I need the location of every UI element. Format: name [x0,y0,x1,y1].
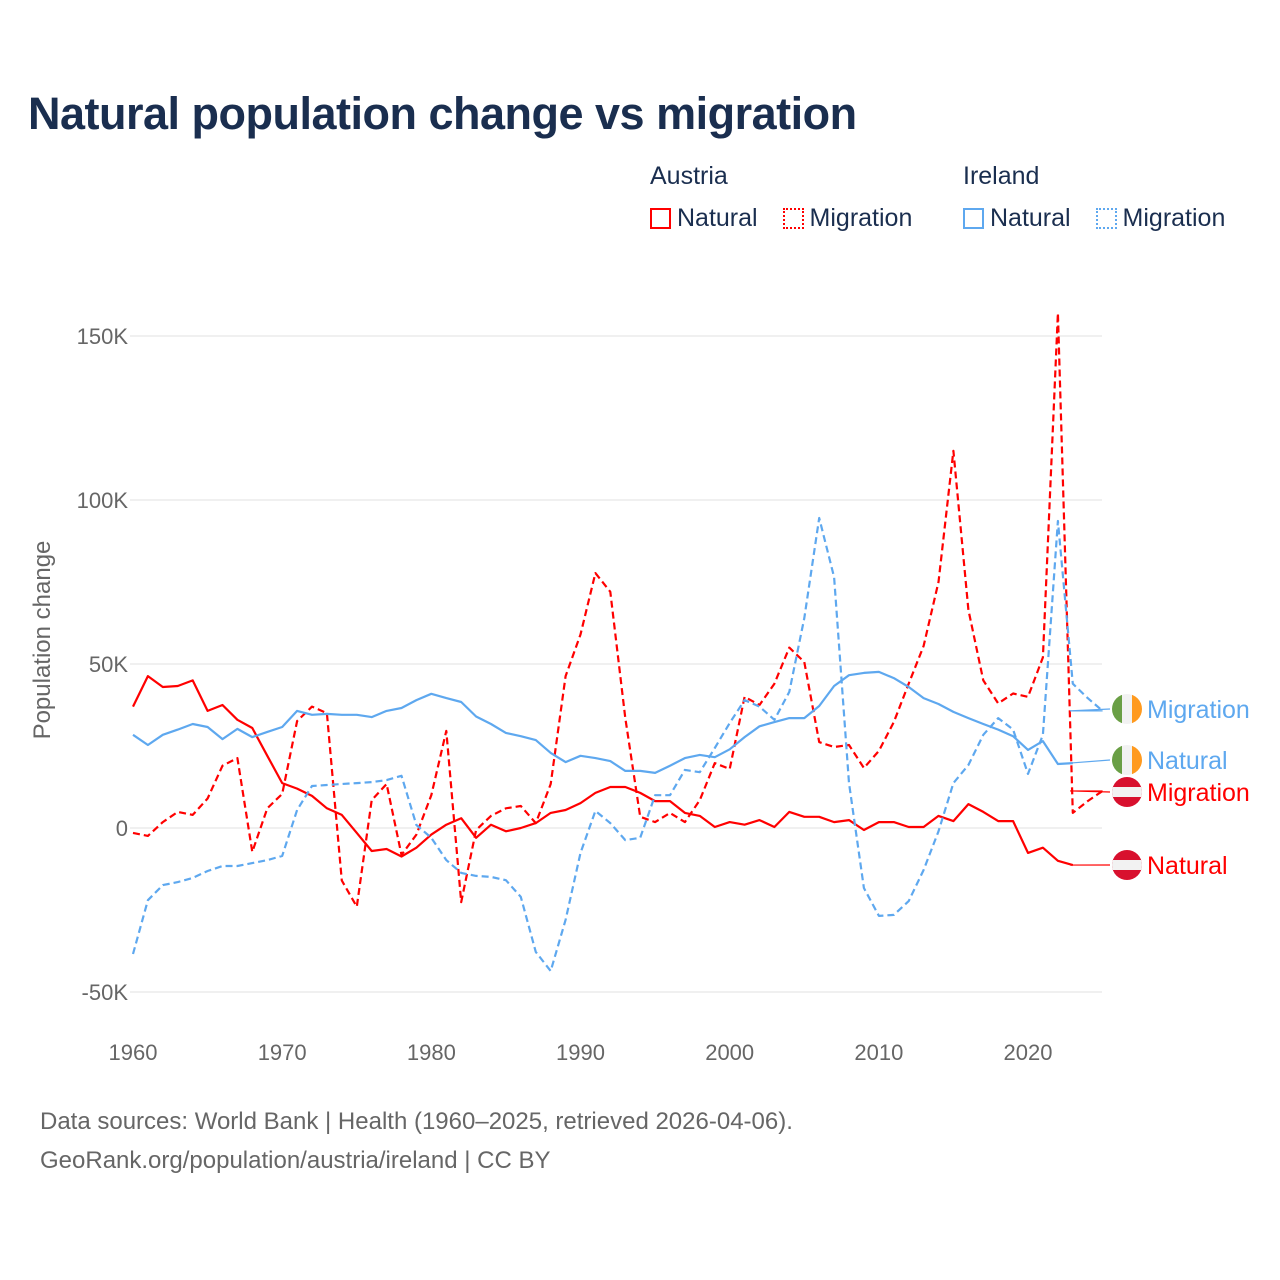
series-line-ireland-migration[interactable] [131,516,1104,973]
x-tick-label: 2020 [1004,1040,1053,1065]
dotted-swatch-icon [1095,208,1117,229]
end-label-connector [1069,759,1111,764]
x-tick-label: 1990 [556,1040,605,1065]
legend-label: Migration [809,204,913,232]
end-label-connector [1069,708,1111,712]
austria-flag-icon [1112,777,1142,807]
end-label: Migration [1147,696,1250,724]
austria-flag-icon [1112,850,1142,880]
y-tick-label: 50K [89,652,128,677]
y-tick-label: 0 [116,816,128,841]
x-tick-label: 1970 [258,1040,307,1065]
x-tick-label: 2010 [854,1040,903,1065]
series-line-austria-migration[interactable] [132,311,1104,908]
end-label-connector [1069,790,1111,793]
legend-item-ireland-natural[interactable]: Natural [963,204,1071,233]
y-tick-label: -50K [82,980,129,1005]
dotted-swatch-icon [782,208,804,229]
y-tick-label: 100K [77,488,129,513]
legend-item-austria-natural[interactable]: Natural [650,204,758,233]
y-tick-label: 150K [77,324,129,349]
legend-group-title: Ireland [963,162,1040,190]
legend-label: Natural [677,204,758,232]
series-line-ireland-natural[interactable] [132,670,1073,774]
legend-ireland: Ireland Natural Migration [963,162,1225,236]
y-axis-label: Population change [29,541,56,740]
x-tick-label: 2000 [705,1040,754,1065]
end-label: Natural [1147,852,1228,880]
footer-source: Data sources: World Bank | Health (1960–… [40,1108,793,1135]
series-line-austria-natural[interactable] [132,675,1074,867]
x-tick-label: 1960 [109,1040,158,1065]
ireland-flag-icon [1112,694,1142,724]
footer-credit[interactable]: GeoRank.org/population/austria/ireland |… [40,1147,551,1174]
chart-title: Natural population change vs migration [28,88,857,139]
legend-group-title: Austria [650,162,728,190]
x-tick-label: 1980 [407,1040,456,1065]
solid-swatch-icon [650,208,671,229]
legend-label: Natural [990,204,1071,232]
legend-item-austria-migration[interactable]: Migration [782,204,913,233]
end-label: Migration [1147,779,1250,807]
legend-austria: Austria Natural Migration [650,162,930,236]
solid-swatch-icon [963,208,984,229]
legend-item-ireland-migration[interactable]: Migration [1095,204,1226,233]
end-label: Natural [1147,747,1228,775]
legend-label: Migration [1122,204,1226,232]
ireland-flag-icon [1112,745,1142,775]
